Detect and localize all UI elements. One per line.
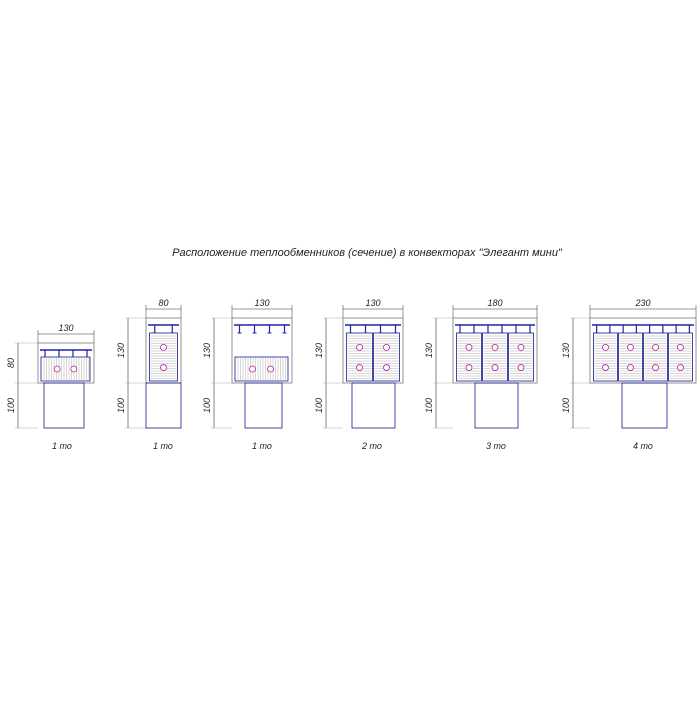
width-label: 130: [58, 323, 73, 333]
heat-exchanger: [508, 332, 534, 382]
heat-exchanger: [643, 332, 668, 382]
depth-label: 100: [116, 398, 126, 413]
base: [244, 382, 283, 429]
pipe: [602, 343, 609, 351]
base: [621, 382, 668, 429]
height-label: 130: [314, 343, 324, 358]
width-label: 80: [158, 298, 168, 308]
pipe: [267, 365, 274, 373]
heat-exchanger: [618, 332, 643, 382]
pipe: [160, 364, 167, 371]
pipe: [491, 343, 499, 351]
pipe: [160, 343, 167, 351]
depth-label: 100: [424, 398, 434, 413]
pipe: [627, 364, 634, 371]
height-label: 130: [202, 343, 212, 358]
caption: 1 то: [52, 441, 72, 451]
pipe: [356, 364, 363, 371]
base: [351, 382, 396, 429]
depth-label: 100: [561, 398, 571, 413]
caption: 3 то: [486, 441, 506, 451]
width-label: 130: [365, 298, 380, 308]
pipe: [383, 343, 390, 351]
heat-exchanger: [456, 332, 482, 382]
height-label: 130: [561, 343, 571, 358]
caption: 1 то: [252, 441, 272, 451]
pipe: [652, 364, 659, 371]
base: [43, 382, 85, 429]
pipe: [517, 364, 525, 371]
height-label: 80: [6, 358, 16, 368]
pipe: [465, 343, 473, 351]
pipe: [652, 343, 659, 351]
depth-label: 100: [202, 398, 212, 413]
heat-exchanger: [149, 332, 178, 382]
pipe: [465, 364, 473, 371]
pipe: [383, 364, 390, 371]
pipe: [491, 364, 499, 371]
pipe: [517, 343, 525, 351]
caption: 2 то: [361, 441, 382, 451]
pipe: [677, 343, 684, 351]
heat-exchanger: [40, 356, 91, 382]
pipe: [70, 365, 78, 373]
width-label: 180: [487, 298, 502, 308]
caption: 4 то: [633, 441, 653, 451]
heat-exchanger: [373, 332, 400, 382]
depth-label: 100: [6, 398, 16, 413]
heat-exchanger: [668, 332, 693, 382]
pipe: [627, 343, 634, 351]
heat-exchanger: [593, 332, 618, 382]
pipe: [677, 364, 684, 371]
title: Расположение теплообменников (сечение) в…: [172, 247, 563, 259]
heat-exchanger: [346, 332, 373, 382]
pipe: [602, 364, 609, 371]
pipe: [249, 365, 256, 373]
caption: 1 то: [153, 441, 173, 451]
depth-label: 100: [314, 398, 324, 413]
width-label: 130: [254, 298, 269, 308]
pipe: [356, 343, 363, 351]
base: [145, 382, 182, 429]
heat-exchanger: [482, 332, 508, 382]
width-label: 230: [634, 298, 650, 308]
height-label: 130: [424, 343, 434, 358]
base: [474, 382, 519, 429]
pipe: [53, 365, 61, 373]
height-label: 130: [116, 343, 126, 358]
heat-exchanger: [234, 356, 289, 382]
